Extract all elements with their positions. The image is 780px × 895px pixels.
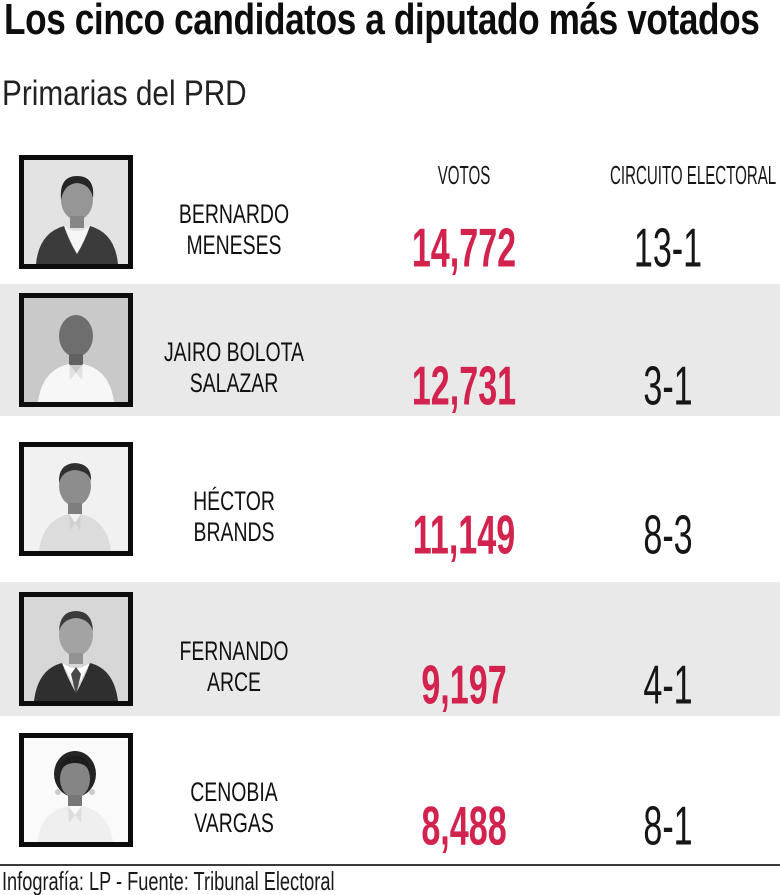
person-portrait-icon [24,160,128,264]
candidate-name: JAIRO BOLOTA SALAZAR [155,337,313,399]
votes-value: 8,488 [421,794,507,857]
candidate-name: BERNARDO MENESES [155,199,313,261]
candidate-name-line2: VARGAS [194,808,274,838]
circuit-column-header: CIRCUITO ELECTORAL [610,160,777,190]
person-portrait-icon [24,298,128,402]
candidate-name-line1: HÉCTOR [193,486,275,516]
votes-value: 12,731 [411,354,517,417]
votes-column-header: VOTOS [437,160,491,190]
table-row: HÉCTOR BRANDS 11,149 8-3 [0,416,780,582]
candidate-name-line1: JAIRO BOLOTA [163,337,305,367]
page-subtitle: Primarias del PRD [2,74,247,113]
candidate-photo-fernando-arce [19,592,133,706]
candidate-name: HÉCTOR BRANDS [155,486,313,548]
table-row: FERNANDO ARCE 9,197 4-1 [0,582,780,716]
person-portrait-icon [24,447,128,551]
credit-source-text: Infografía: LP - Fuente: Tribunal Electo… [2,866,335,895]
person-portrait-icon [24,597,128,701]
votes-value: 9,197 [421,653,507,716]
footer-rule [0,864,780,866]
person-portrait-icon [24,738,128,842]
page-title: Los cinco candidatos a diputado más vota… [4,0,760,44]
votes-value: 14,772 [411,216,517,279]
candidate-photo-bernardo-meneses [19,155,133,269]
candidate-photo-hector-brands [19,442,133,556]
candidate-name-line2: MENESES [186,230,282,260]
candidate-photo-jairo-bolota-salazar [19,293,133,407]
candidate-photo-cenobia-vargas [19,733,133,847]
candidate-name-line2: BRANDS [193,517,275,547]
candidate-name-line1: BERNARDO [178,199,290,229]
candidate-name-line2: ARCE [206,667,261,697]
table-row: VOTOS CIRCUITO ELECTORAL BERNARDO MENESE… [0,140,780,284]
candidate-name: CENOBIA VARGAS [155,777,313,839]
circuit-value: 13-1 [633,216,703,279]
table-row: JAIRO BOLOTA SALAZAR 12,731 3-1 [0,284,780,416]
candidate-name-line1: FERNANDO [179,636,289,666]
candidate-name: FERNANDO ARCE [155,636,313,698]
candidate-name-line2: SALAZAR [189,368,279,398]
circuit-value: 8-3 [643,503,693,566]
votes-value: 11,149 [412,503,516,566]
candidate-name-line1: CENOBIA [190,777,278,807]
circuit-value: 8-1 [643,794,693,857]
circuit-value: 3-1 [643,354,693,417]
circuit-value: 4-1 [643,653,693,716]
table-row: CENOBIA VARGAS 8,488 8-1 [0,716,780,864]
